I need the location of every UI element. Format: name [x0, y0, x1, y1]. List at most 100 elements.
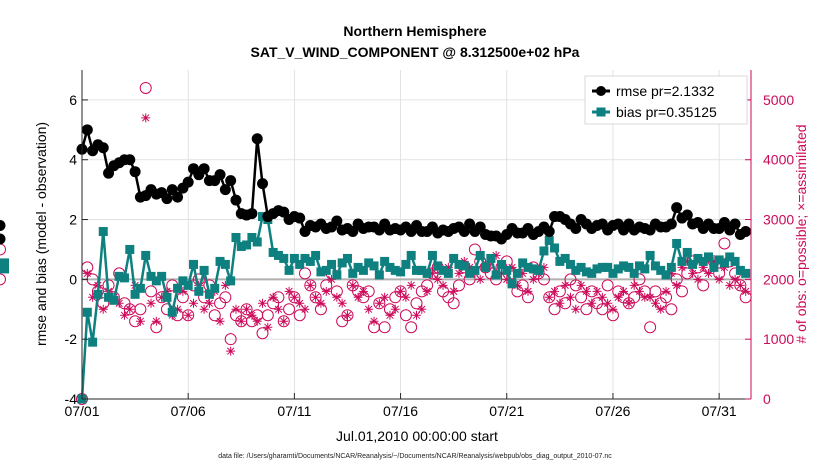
bias-point: [289, 253, 299, 263]
obs-assimilated-point: [704, 268, 714, 278]
rmse-series: [0, 124, 752, 245]
obs-possible-point: [633, 273, 646, 286]
bias-point: [587, 268, 597, 278]
bias-point: [162, 292, 172, 302]
rmse-point: [665, 218, 677, 230]
bias-point: [581, 267, 591, 277]
rmse-point: [161, 193, 173, 205]
bias-point: [104, 292, 114, 302]
obs-assimilated-point: [327, 274, 337, 284]
bias-point: [539, 246, 549, 256]
obs-possible-point: [537, 273, 550, 286]
rmse-point: [182, 176, 194, 188]
bias-point: [735, 265, 745, 275]
bias-point: [178, 276, 188, 286]
obs-assimilated-point: [268, 292, 278, 302]
obs-assimilated-point: [417, 304, 427, 314]
obs-assimilated-point: [693, 274, 703, 284]
obs-assimilated-point: [666, 268, 676, 278]
obs-assimilated-point: [369, 316, 379, 326]
obs-assimilated-point: [672, 280, 682, 290]
rmse-point: [543, 226, 555, 238]
y-tick-label: 4: [69, 152, 77, 168]
obs-possible-point: [601, 279, 614, 292]
obs-assimilated-point: [581, 286, 591, 296]
obs-possible-point: [145, 285, 158, 298]
obs-possible-point: [256, 327, 269, 340]
bias-point: [279, 253, 289, 263]
obs-assimilated-point: [305, 280, 315, 290]
obs-possible-point: [139, 81, 152, 94]
rmse-point: [214, 169, 226, 181]
obs-possible-point: [0, 273, 6, 286]
obs-possible-point: [452, 279, 465, 292]
obs-assimilated-point: [406, 280, 416, 290]
bias-point: [475, 250, 485, 260]
bias-point: [226, 276, 236, 286]
y2-tick-label: 0: [763, 391, 771, 407]
bias-point: [173, 283, 183, 293]
bias-point: [412, 265, 421, 275]
obs-assimilated-point: [550, 286, 560, 296]
x-tick-label: 07/21: [489, 403, 524, 419]
obs-assimilated-point: [220, 280, 230, 290]
obs-assimilated-point: [592, 286, 602, 296]
obs-possible-point: [299, 267, 311, 280]
obs-assimilated-point: [146, 298, 156, 308]
bias-point: [597, 262, 607, 272]
obs-possible-point: [373, 297, 386, 310]
bias-point: [672, 238, 682, 248]
obs-assimilated-point: [125, 304, 135, 314]
bias-point: [125, 244, 135, 254]
bias-point: [247, 232, 257, 242]
obs-possible-point: [277, 315, 290, 328]
obs-assimilated-point: [741, 286, 751, 296]
bias-point: [571, 265, 581, 275]
obs-assimilated-point: [88, 292, 98, 302]
obs-assimilated-point: [401, 292, 411, 302]
obs-assimilated-point: [709, 256, 719, 266]
obs-assimilated-point: [539, 262, 549, 272]
obs-assimilated-point: [496, 268, 506, 278]
bias-point: [88, 337, 98, 347]
obs-assimilated-point: [342, 310, 352, 320]
rmse-point: [219, 184, 231, 196]
obs-assimilated-point: [635, 286, 644, 296]
x-axis-label: Jul.01,2010 00:00:00 start: [336, 428, 498, 444]
bias-point: [157, 271, 167, 281]
bias-point: [465, 268, 475, 278]
obs-assimilated-point: [82, 268, 92, 278]
obs-assimilated-point: [300, 304, 310, 314]
obs-possible-point: [288, 291, 301, 304]
obs-assimilated-point: [714, 274, 724, 284]
rmse-point: [570, 223, 582, 235]
obs-assimilated-point: [332, 292, 342, 302]
bias-point: [682, 247, 692, 257]
bias-point: [741, 268, 751, 278]
bias-point: [295, 259, 305, 269]
rmse-point: [246, 208, 258, 220]
bias-point: [151, 276, 161, 286]
bias-point: [93, 289, 103, 299]
obs-possible-point: [134, 303, 147, 316]
bias-point: [656, 265, 666, 275]
bias-series: [0, 212, 751, 404]
bias-point: [0, 258, 9, 268]
bias-point: [486, 253, 496, 263]
obs-possible-point: [224, 333, 237, 346]
obs-possible-point: [341, 309, 354, 322]
bias-point: [725, 252, 735, 262]
rmse-point: [97, 142, 109, 154]
bias-point: [544, 235, 554, 245]
obs-possible-point: [405, 321, 418, 334]
bias-point: [220, 259, 230, 269]
obs-assimilated-point: [565, 292, 575, 302]
obs-possible-point: [596, 303, 609, 316]
obs-assimilated-point: [587, 298, 597, 308]
y-ticks: -4 -2 0 2 4 6: [65, 92, 88, 407]
bias-point: [661, 270, 671, 280]
bias-point: [189, 259, 198, 269]
obs-assimilated-point: [204, 298, 214, 308]
rmse-point: [251, 133, 263, 145]
bias-point: [417, 265, 427, 275]
